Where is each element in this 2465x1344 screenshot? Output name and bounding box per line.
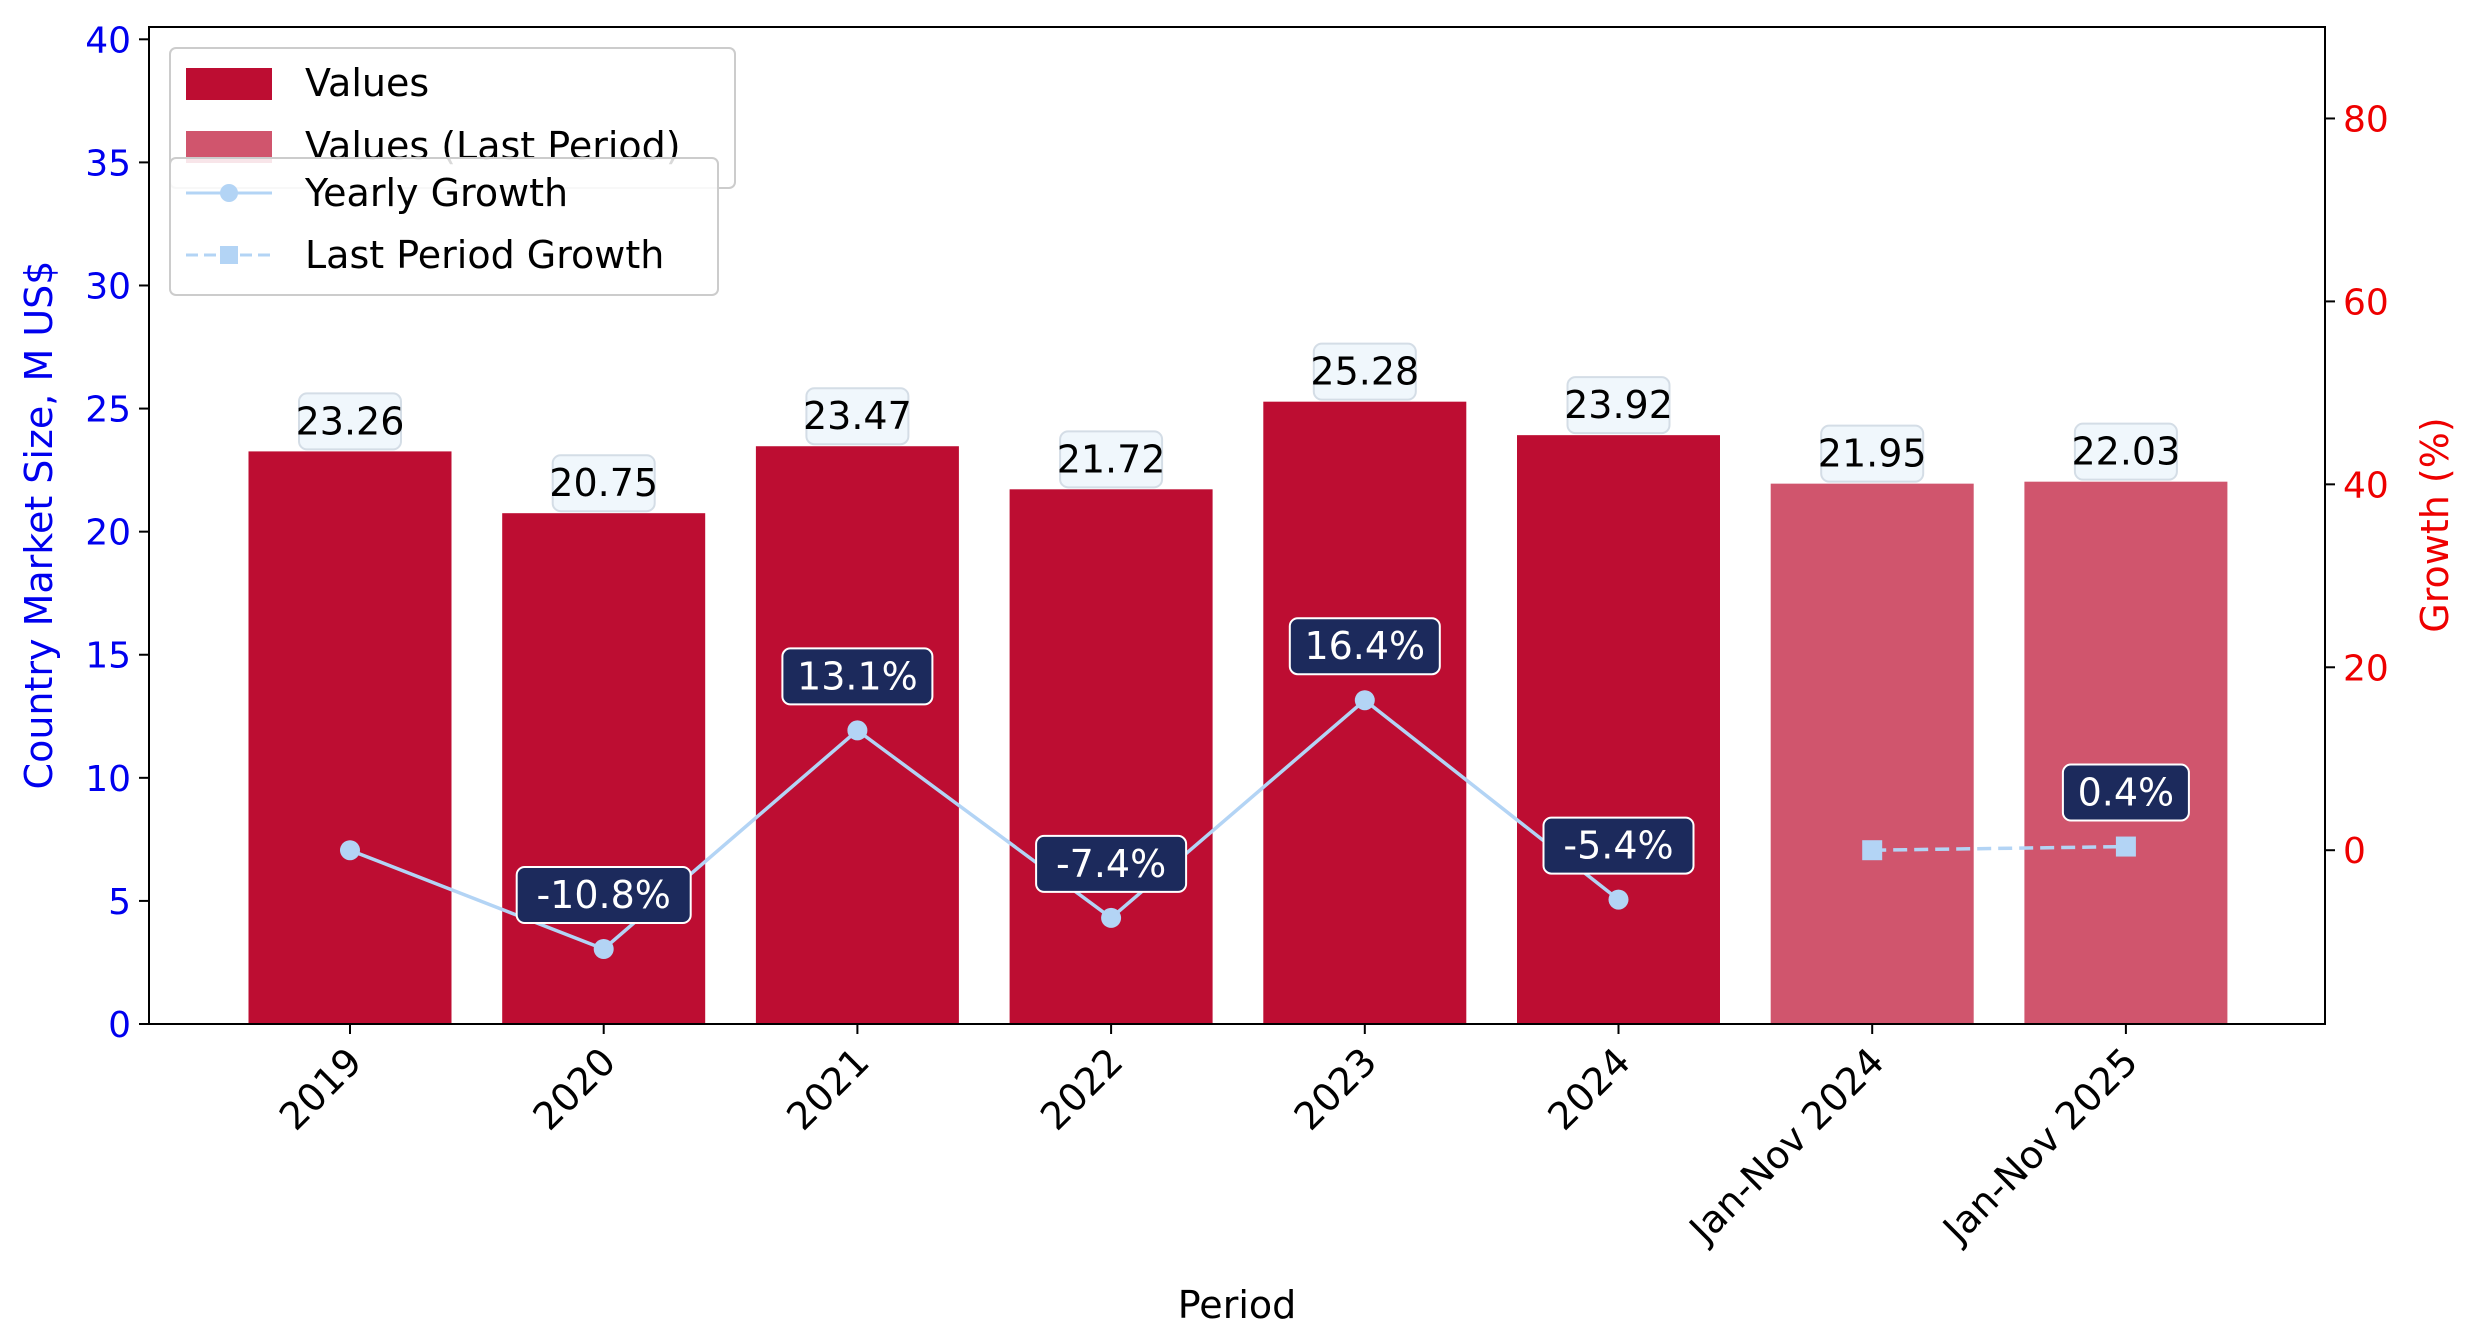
x-tick-label-0: 2019: [271, 1039, 371, 1139]
y2-tick-label-40: 40: [2343, 465, 2389, 506]
x-tick-label-3: 2022: [1032, 1039, 1132, 1139]
growth-point-1-7: [2115, 836, 2136, 857]
growth-legend: Yearly Growth Last Period Growth: [169, 157, 719, 296]
value-label-box-1: [551, 454, 656, 513]
growth-point-0-1: [593, 938, 614, 959]
value-label-4: 25.28: [1310, 350, 1419, 394]
y-tick-label-25: 25: [85, 390, 131, 431]
y-tick-label-30: 30: [85, 266, 131, 307]
value-label-1: 20.75: [549, 461, 658, 505]
y-tick-label-20: 20: [85, 513, 131, 554]
legend-marker-last-period-growth: [220, 246, 238, 264]
value-label-box-2: [805, 387, 910, 446]
value-label-box-6: [1820, 424, 1925, 483]
growth-label-box-0-1: [515, 865, 692, 924]
y-tick-label-40: 40: [85, 20, 131, 61]
y-tick-label-35: 35: [85, 143, 131, 184]
growth-point-0-4: [1354, 690, 1375, 711]
bar-0-4: [1263, 401, 1467, 1024]
value-label-box-3: [1059, 430, 1164, 489]
x-axis-title: Period: [1178, 1283, 1297, 1327]
legend-label-values: Values: [305, 61, 429, 105]
growth-label-box-1-7: [2061, 763, 2190, 822]
growth-legend-frame: [169, 157, 719, 296]
x-tick-label-4: 2023: [1286, 1039, 1386, 1139]
growth-label-0-2: 13.1%: [797, 654, 918, 698]
x-tick-label-5: 2024: [1539, 1039, 1639, 1139]
data-labels-layer: 23.26 20.75 23.47 21.72 25.28 23.92 21.95 22.03…: [296, 342, 2190, 924]
y2-axis-title: Growth (%): [2413, 417, 2457, 632]
growth-label-box-0-3: [1035, 834, 1188, 893]
y2-tick-label-20: 20: [2343, 648, 2389, 689]
legend-marker-yearly-growth: [220, 184, 238, 202]
bar-0-5: [1517, 435, 1720, 1025]
growth-label-box-0-4: [1288, 617, 1441, 676]
x-tick-label-1: 2020: [525, 1039, 625, 1139]
value-label-5: 23.92: [1564, 383, 1673, 427]
growth-line-1: [1872, 844, 2126, 852]
bars-layer: [248, 401, 2228, 1025]
growth-label-1-7: 0.4%: [2078, 771, 2175, 815]
legend-swatch-values: [186, 68, 272, 100]
value-label-2: 23.47: [803, 394, 912, 438]
bar-0-1: [502, 513, 706, 1024]
y-tick-label-5: 5: [108, 882, 131, 923]
growth-label-box-0-2: [781, 647, 934, 706]
y2-tick-label-60: 60: [2343, 282, 2389, 323]
growth-point-0-5: [1608, 889, 1629, 910]
y2-tick-label-0: 0: [2343, 831, 2366, 872]
y-axis-title: Country Market Size, M US$: [17, 261, 61, 790]
growth-label-box-0-5: [1542, 816, 1695, 875]
growth-point-0-2: [847, 720, 868, 741]
growth-label-0-4: 16.4%: [1304, 624, 1425, 668]
y2-tick-label-80: 80: [2343, 99, 2389, 140]
plot-frame: [148, 26, 2326, 1025]
y-tick-label-0: 0: [108, 1005, 131, 1046]
bar-0-3: [1009, 489, 1213, 1024]
y-tick-label-15: 15: [85, 636, 131, 677]
y-tick-label-10: 10: [85, 759, 131, 800]
value-label-0: 23.26: [296, 399, 405, 443]
value-label-6: 21.95: [1818, 432, 1927, 476]
growth-label-0-5: -5.4%: [1563, 824, 1673, 868]
x-tick-label-2: 2021: [778, 1039, 878, 1139]
bar-1-6: [1770, 483, 1974, 1024]
bar-1-7: [2024, 481, 2228, 1024]
value-label-7: 22.03: [2072, 430, 2181, 474]
value-label-box-4: [1312, 342, 1417, 401]
growth-point-0-3: [1101, 907, 1122, 928]
growth-point-0-0: [340, 840, 360, 861]
growth-label-0-1: -10.8%: [536, 873, 670, 917]
value-label-3: 21.72: [1057, 437, 1166, 481]
x-tick-label-7: Jan-Nov 2025: [1933, 1039, 2146, 1252]
x-axis: 2019 2020 2021 2022 2023 2024 Jan-Nov 2024 Jan-…: [271, 1024, 2146, 1252]
growth-label-0-3: -7.4%: [1056, 842, 1166, 886]
legend-label-yearly-growth: Yearly Growth: [304, 171, 568, 215]
growth-line-0: [349, 697, 1620, 952]
right-y-axis: 0 20 40 60 80: [2325, 99, 2389, 872]
value-label-box-7: [2073, 422, 2178, 481]
left-y-axis: 0 5 10 15 20 25 30 35 40: [85, 20, 149, 1046]
value-label-box-5: [1566, 376, 1671, 435]
x-tick-label-6: Jan-Nov 2024: [1680, 1039, 1893, 1252]
growth-lines-layer: [340, 690, 2136, 959]
legend-label-last-period-growth: Last Period Growth: [305, 233, 664, 277]
value-label-box-0: [298, 392, 402, 451]
bar-0-0: [248, 451, 452, 1024]
growth-point-1-6: [1862, 840, 1883, 861]
